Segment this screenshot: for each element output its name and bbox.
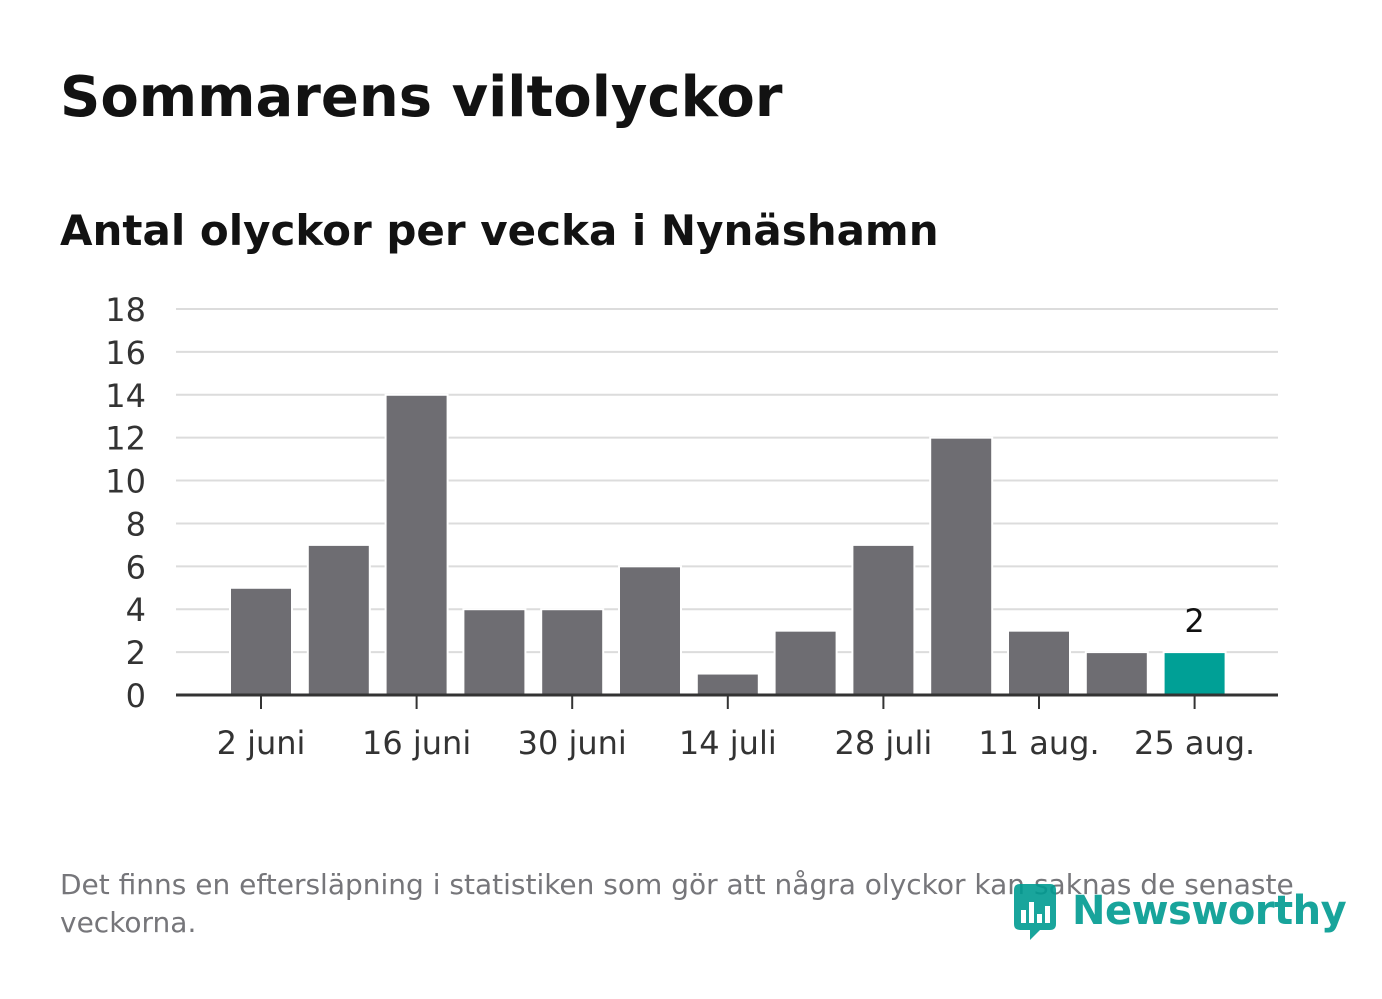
y-tick-label: 6 xyxy=(126,548,146,586)
data-label: 2 xyxy=(1184,602,1204,640)
bars xyxy=(229,393,1227,697)
y-tick-label: 0 xyxy=(126,677,146,715)
chart-title: Sommarens viltolyckor xyxy=(60,65,783,130)
x-tick-label: 2 juni xyxy=(217,724,306,762)
y-tick-label: 2 xyxy=(126,634,146,672)
y-tick-label: 12 xyxy=(105,420,146,458)
bar-chart: 0 2 4 6 8 10 12 14 16 18 2 juni 16 juni 30 juni 14 ju… xyxy=(105,291,1278,762)
y-tick-label: 14 xyxy=(105,377,146,415)
bar xyxy=(773,629,838,697)
y-tick-label: 4 xyxy=(126,591,146,629)
bar xyxy=(1084,651,1149,696)
bar xyxy=(851,543,916,697)
x-tick-label: 14 juli xyxy=(679,724,777,762)
bar xyxy=(929,436,994,696)
y-tick-label: 18 xyxy=(105,291,146,329)
y-tick-label: 8 xyxy=(126,505,146,543)
x-tick-label: 11 aug. xyxy=(978,724,1099,762)
bar xyxy=(1007,629,1071,697)
x-tick-label: 25 aug. xyxy=(1134,724,1255,762)
footnote: Det finns en eftersläpning i statistiken… xyxy=(60,868,1294,939)
bar xyxy=(462,608,527,697)
axes xyxy=(176,693,1278,709)
bar xyxy=(618,565,682,696)
y-tick-label: 10 xyxy=(105,463,146,501)
newsworthy-bar-icon xyxy=(1014,884,1056,940)
newsworthy-logo: Newsworthy xyxy=(1010,878,1347,944)
x-tick-label: 30 juni xyxy=(518,724,627,762)
bar xyxy=(384,393,449,696)
y-tick-label: 16 xyxy=(105,334,146,372)
x-tick-label: 16 juni xyxy=(362,724,471,762)
logo-text: Newsworthy xyxy=(1072,888,1347,934)
gridlines xyxy=(176,308,1278,654)
chart-subtitle: Antal olyckor per vecka i Nynäshamn xyxy=(60,206,939,255)
x-tick-label: 28 juli xyxy=(834,724,932,762)
bar xyxy=(306,543,371,697)
bar-highlight xyxy=(1162,651,1227,696)
bar xyxy=(540,608,605,697)
bar xyxy=(695,672,760,696)
labels: 0 2 4 6 8 10 12 14 16 18 2 juni 16 juni 30 juni 14 ju… xyxy=(105,291,1255,762)
bar xyxy=(229,586,293,696)
